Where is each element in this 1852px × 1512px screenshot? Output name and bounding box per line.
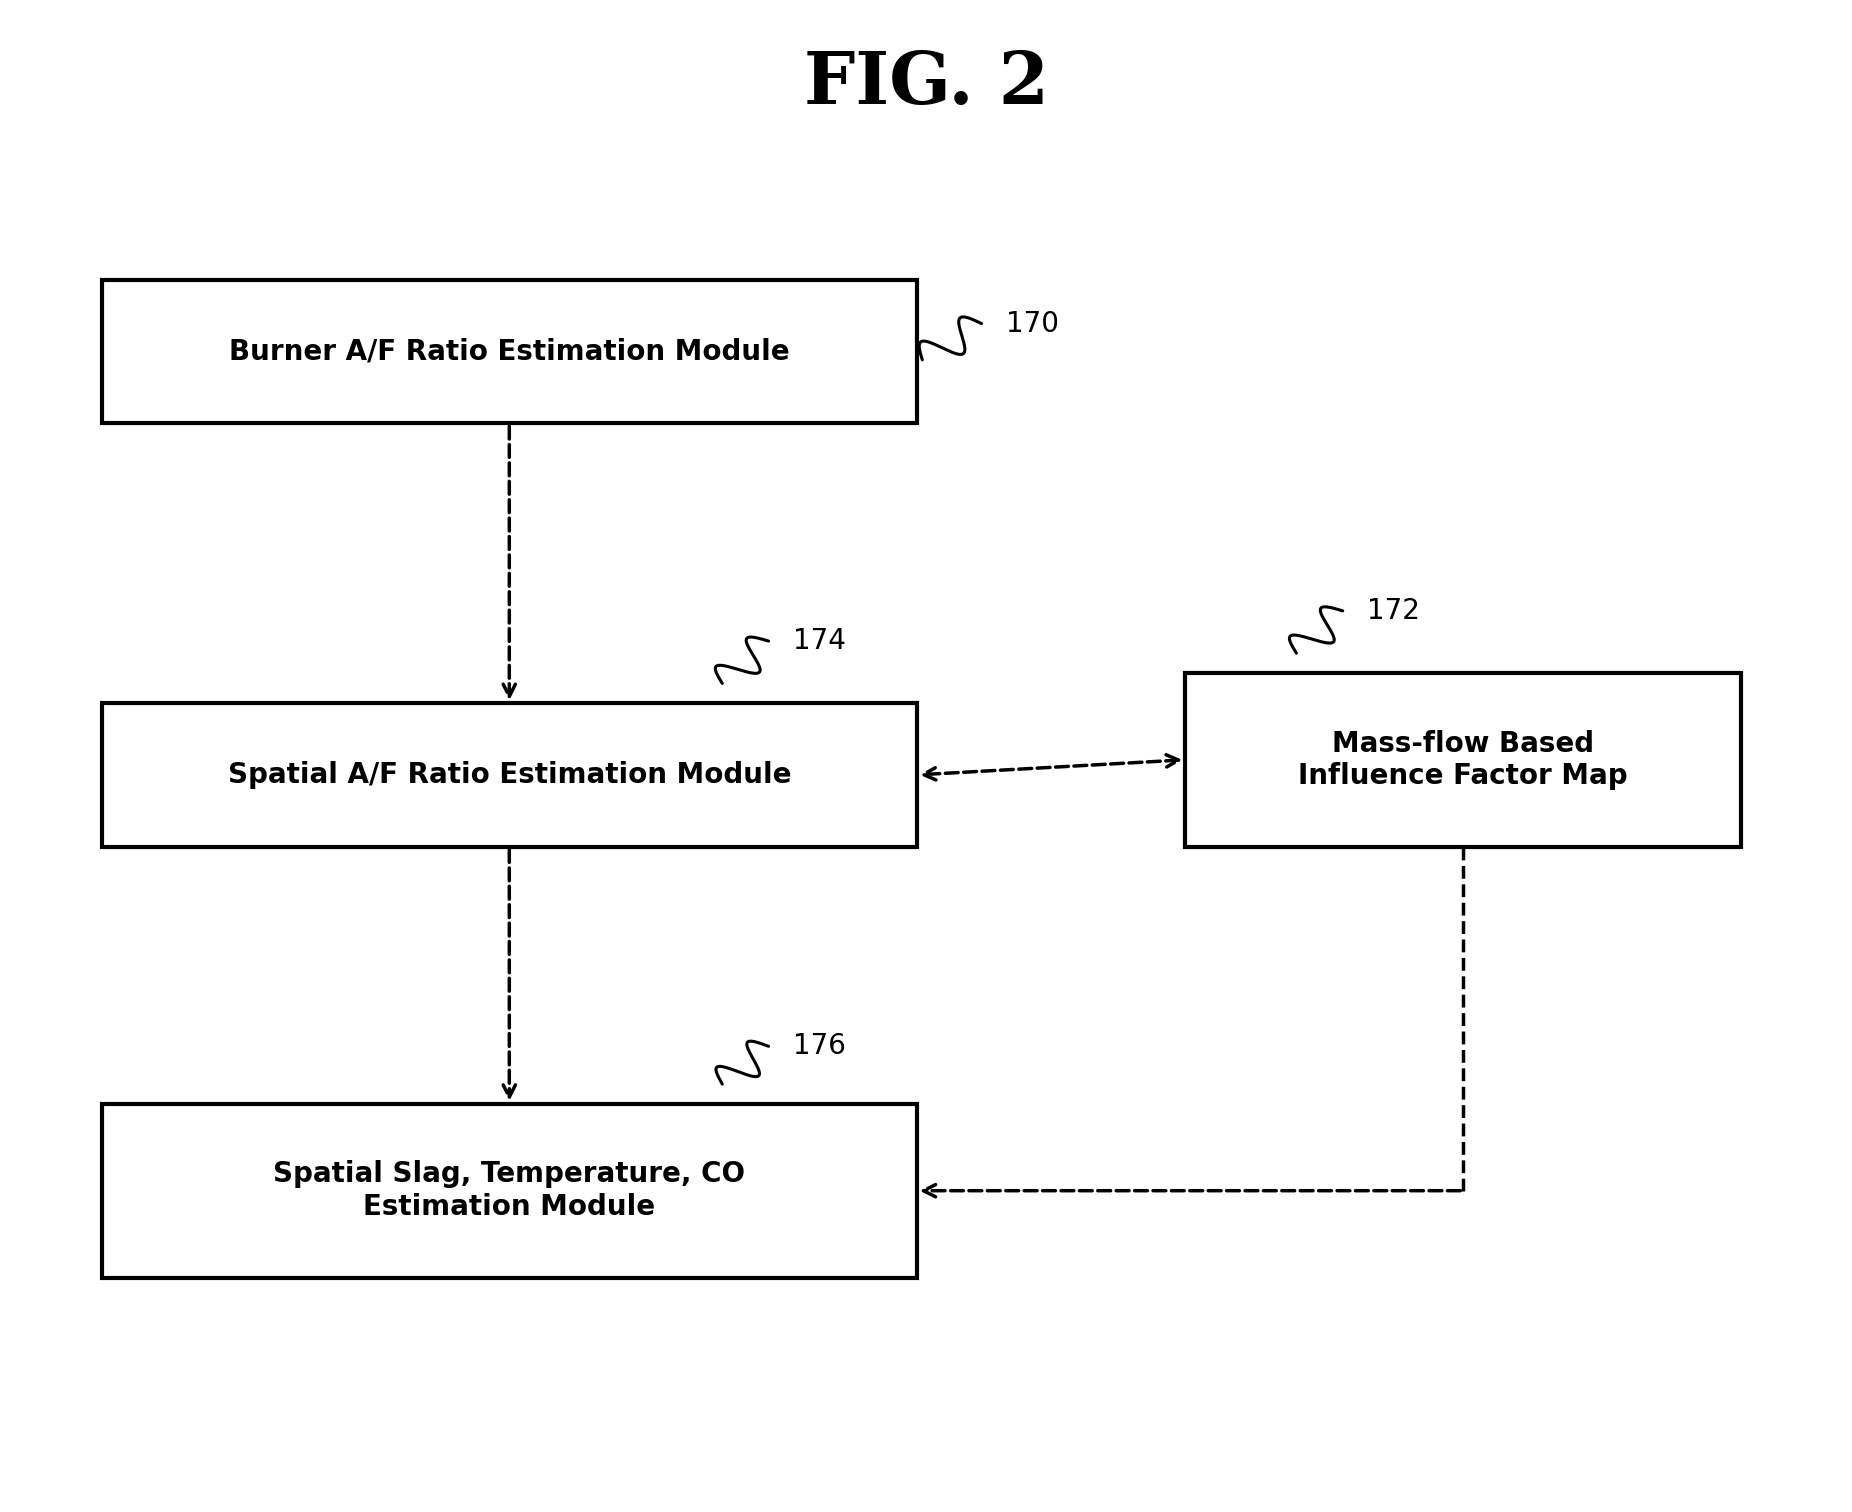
Text: 176: 176 — [793, 1033, 846, 1060]
Bar — [102, 1104, 917, 1278]
Text: Burner A/F Ratio Estimation Module: Burner A/F Ratio Estimation Module — [230, 337, 789, 366]
Bar — [102, 703, 917, 847]
Text: 172: 172 — [1367, 597, 1420, 624]
Bar — [1185, 673, 1741, 847]
Text: Spatial A/F Ratio Estimation Module: Spatial A/F Ratio Estimation Module — [228, 761, 791, 789]
Text: 174: 174 — [793, 627, 846, 655]
Text: Spatial Slag, Temperature, CO
Estimation Module: Spatial Slag, Temperature, CO Estimation… — [274, 1161, 745, 1220]
Bar — [102, 280, 917, 423]
Text: Mass-flow Based
Influence Factor Map: Mass-flow Based Influence Factor Map — [1298, 730, 1628, 789]
Text: 170: 170 — [1006, 310, 1059, 337]
Text: FIG. 2: FIG. 2 — [804, 48, 1048, 118]
